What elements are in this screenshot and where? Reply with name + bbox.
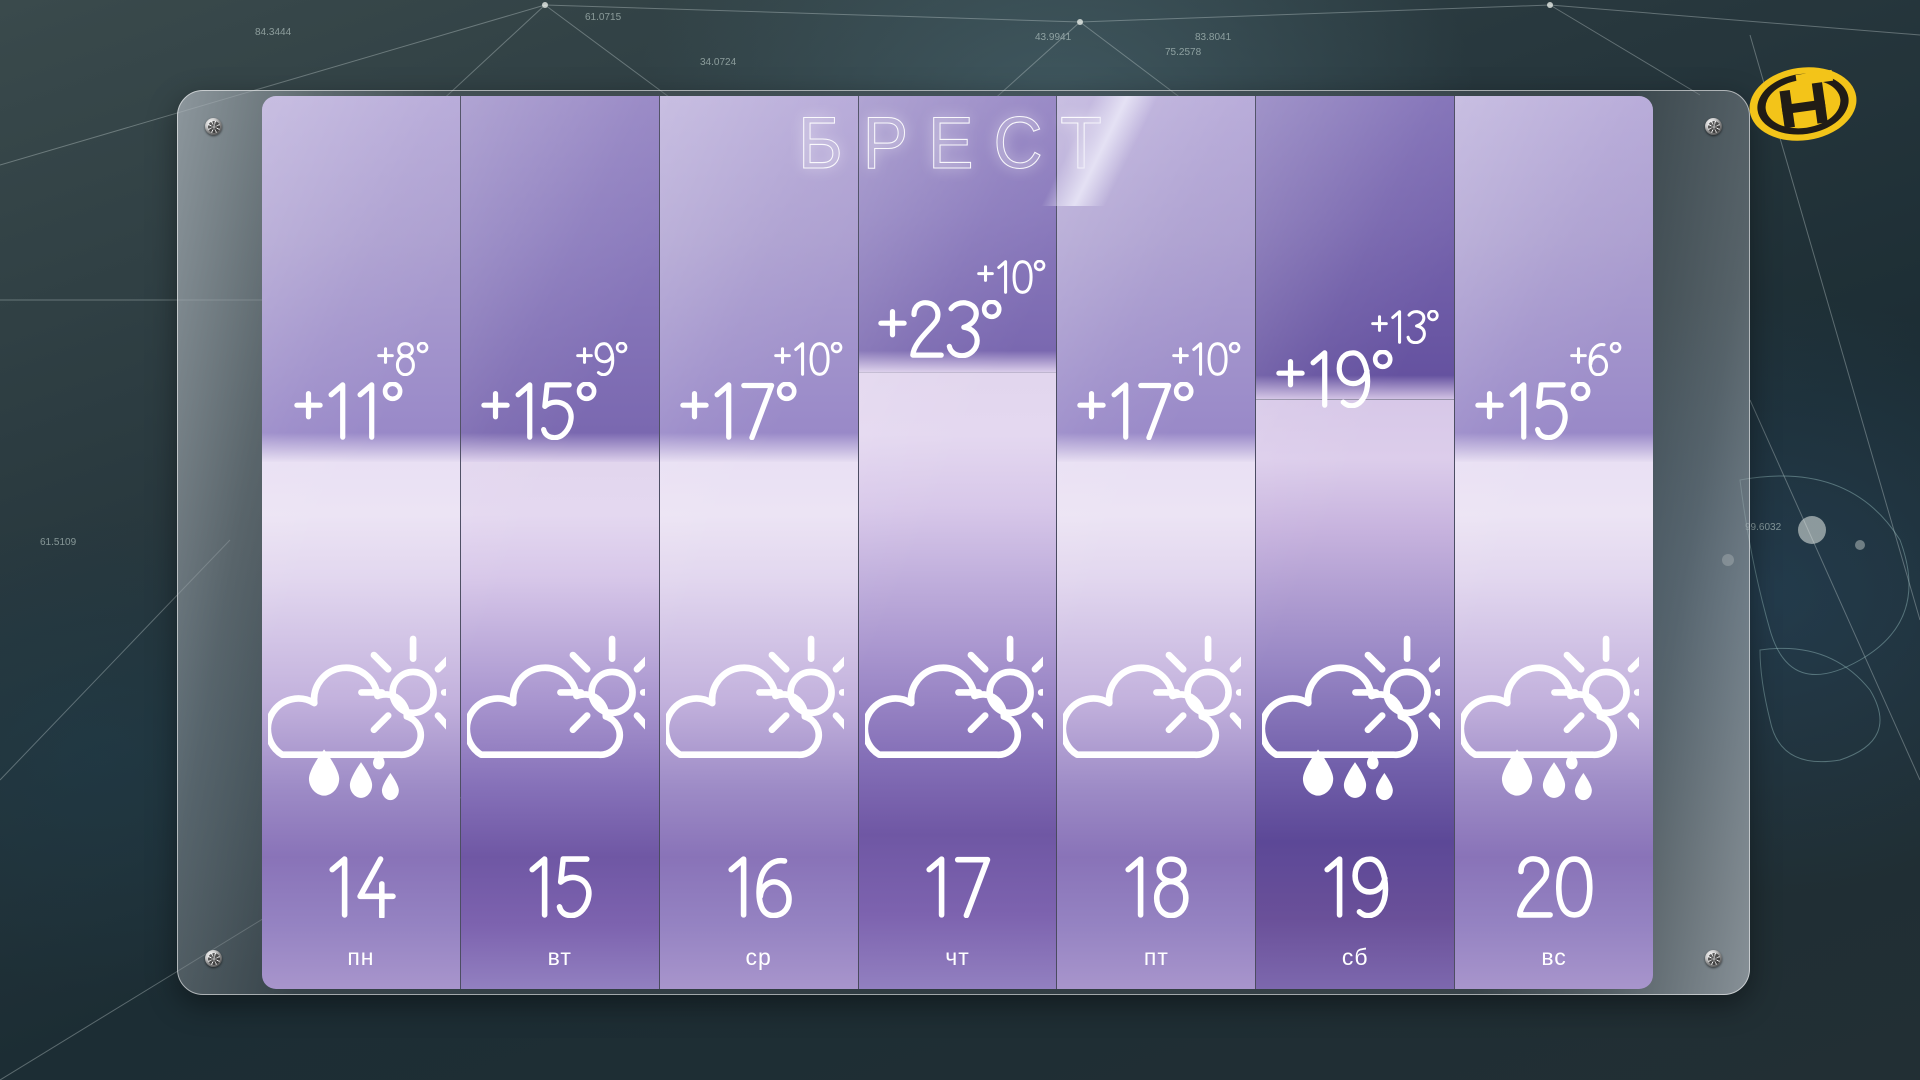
svg-text:43.9941: 43.9941 bbox=[1035, 32, 1072, 43]
svg-text:83.8041: 83.8041 bbox=[1195, 32, 1232, 43]
svg-text:84.3444: 84.3444 bbox=[255, 27, 292, 38]
svg-text:75.2578: 75.2578 bbox=[1165, 47, 1202, 58]
svg-text:99.6032: 99.6032 bbox=[1745, 522, 1782, 533]
svg-text:34.0724: 34.0724 bbox=[700, 57, 737, 68]
svg-text:61.5109: 61.5109 bbox=[40, 537, 77, 548]
svg-text:61.0715: 61.0715 bbox=[585, 12, 622, 23]
